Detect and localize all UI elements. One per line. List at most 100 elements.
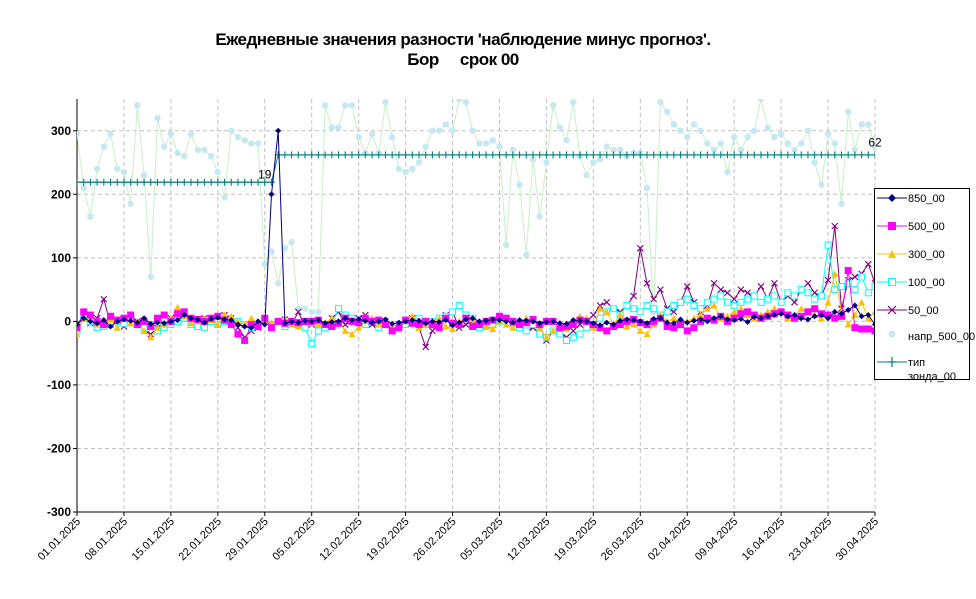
data-point	[737, 315, 744, 322]
data-point	[475, 321, 483, 329]
data-point	[516, 317, 523, 324]
data-point	[422, 343, 430, 351]
data-point	[154, 114, 161, 122]
data-point	[858, 313, 865, 320]
x-tick-label: 02.04.2025	[646, 516, 693, 563]
data-point	[80, 184, 87, 192]
data-point	[549, 151, 557, 159]
data-point	[80, 178, 88, 186]
data-point	[670, 314, 678, 322]
data-point	[643, 330, 651, 338]
data-point	[858, 298, 866, 306]
data-point	[871, 327, 875, 335]
data-point	[644, 320, 650, 327]
data-point	[697, 151, 705, 159]
data-point	[469, 127, 476, 134]
data-point	[677, 316, 684, 323]
data-point	[583, 318, 590, 325]
x-tick-label: 23.04.2025	[787, 516, 834, 563]
data-point	[663, 308, 671, 316]
data-point	[784, 140, 792, 147]
data-point	[730, 151, 738, 159]
data-point	[261, 178, 269, 186]
data-point	[348, 151, 356, 159]
data-point	[858, 121, 865, 128]
data-point	[703, 305, 711, 312]
legend-label: 50_00	[908, 305, 939, 317]
data-point	[831, 308, 838, 315]
data-point	[864, 325, 872, 333]
data-point	[495, 151, 503, 159]
data-point	[268, 248, 275, 255]
data-point	[777, 130, 785, 138]
data-point	[858, 325, 866, 333]
data-point	[462, 316, 469, 323]
data-point	[831, 314, 839, 322]
data-point	[569, 327, 577, 335]
data-point	[294, 151, 302, 159]
data-point	[335, 305, 343, 313]
data-point	[154, 319, 161, 326]
data-point	[723, 298, 731, 306]
data-point	[757, 151, 765, 159]
data-point	[308, 340, 316, 348]
data-point	[388, 151, 396, 159]
data-point	[656, 151, 664, 159]
x-tick-label: 22.01.2025	[177, 516, 224, 563]
data-point	[610, 146, 617, 154]
data-point	[771, 279, 778, 287]
data-point	[187, 319, 195, 327]
data-point	[489, 137, 496, 144]
data-point	[549, 102, 557, 109]
data-point	[395, 151, 403, 159]
data-point	[817, 292, 825, 300]
data-point	[556, 151, 564, 159]
chart-title: Ежедневные значения разности 'наблюдение…	[215, 30, 711, 49]
data-point	[710, 302, 718, 309]
data-point	[455, 302, 463, 309]
data-point	[194, 146, 201, 154]
data-point	[402, 168, 409, 176]
data-point	[516, 151, 524, 159]
data-point	[710, 295, 718, 303]
data-point	[482, 322, 490, 330]
data-point	[281, 320, 288, 327]
data-point	[630, 317, 637, 324]
series-тип зонда_00	[77, 151, 875, 186]
data-point	[227, 321, 235, 329]
data-point	[93, 165, 101, 173]
data-point	[308, 318, 315, 325]
data-point	[368, 151, 376, 159]
data-point	[730, 133, 738, 141]
data-point	[314, 151, 322, 159]
data-point	[750, 292, 758, 300]
data-point	[483, 317, 490, 324]
data-point	[804, 308, 812, 316]
data-point	[563, 151, 571, 159]
data-point	[341, 327, 349, 334]
data-point	[616, 311, 624, 319]
data-point	[650, 295, 658, 303]
data-point	[281, 245, 289, 252]
data-point	[851, 311, 859, 319]
data-point	[180, 308, 188, 316]
data-point	[395, 319, 402, 326]
data-point	[241, 323, 248, 330]
x-tick-label: 26.02.2025	[411, 516, 458, 563]
data-point	[603, 298, 611, 306]
data-point	[630, 321, 638, 328]
data-point	[167, 130, 175, 138]
data-point	[536, 330, 544, 338]
data-point	[288, 151, 296, 159]
data-point	[797, 305, 805, 312]
data-point	[851, 146, 859, 154]
data-point	[267, 324, 275, 332]
legend-marker-x-icon	[877, 305, 907, 315]
data-point	[623, 151, 631, 159]
data-point	[817, 151, 825, 159]
data-point	[462, 321, 470, 328]
data-point	[435, 324, 443, 332]
data-point	[590, 159, 597, 166]
data-point	[784, 289, 792, 297]
data-point	[288, 318, 295, 325]
